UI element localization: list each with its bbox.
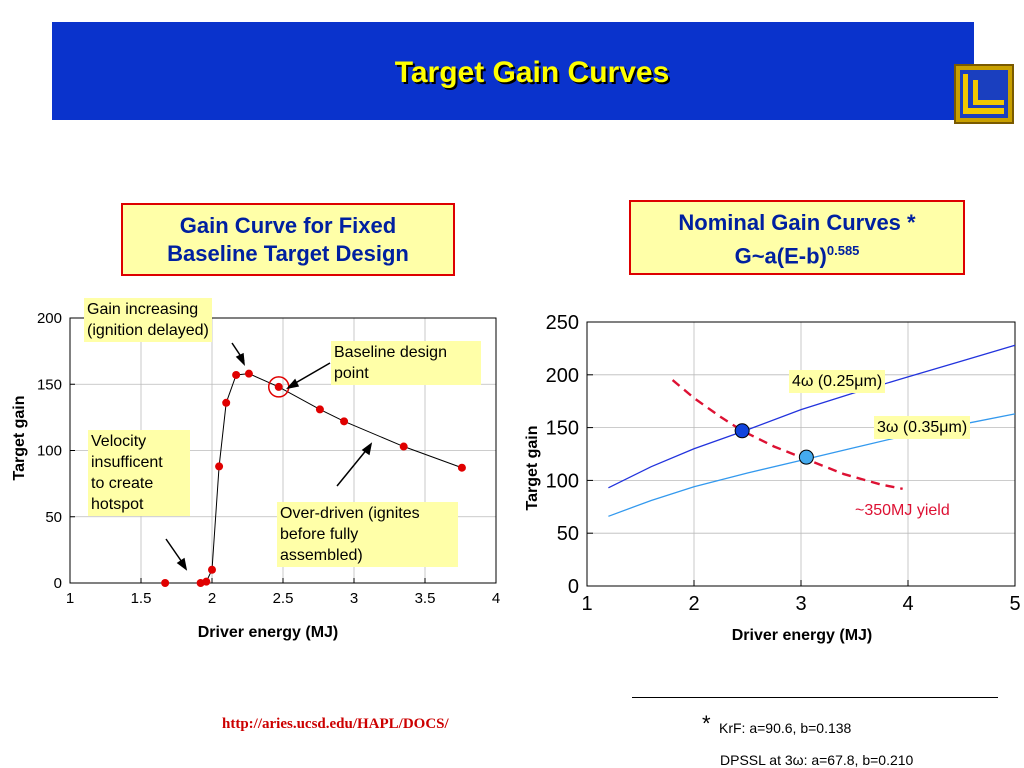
x-tick-label: 5 <box>1009 593 1020 615</box>
left-x-axis-label: Driver energy (MJ) <box>198 624 339 641</box>
x-tick-label: 2.5 <box>273 590 294 607</box>
x-tick-label: 1.5 <box>131 590 152 607</box>
gain-point <box>315 405 324 414</box>
note-line: Baseline design <box>334 344 447 361</box>
note-line: before fully <box>280 526 359 543</box>
y-tick-label: 0 <box>54 575 62 592</box>
llnl-logo-icon <box>954 64 1014 124</box>
krf-label: 4ω (0.25μm) <box>789 370 886 393</box>
krf-gain-line <box>608 344 1016 489</box>
left-caption-line2: Baseline Target Design <box>167 241 409 266</box>
note-line: assembled) <box>280 547 363 564</box>
x-tick-label: 3.5 <box>415 590 436 607</box>
x-tick-label: 2 <box>688 593 699 615</box>
right-caption-line2: G~a(E-b)0.585 <box>631 237 963 270</box>
x-tick-label: 1 <box>66 590 74 607</box>
gain-point <box>244 369 253 378</box>
y-tick-label: 150 <box>546 418 579 440</box>
gain-formula: G~a(E-b) <box>734 243 827 269</box>
footnote-star: * <box>702 711 711 736</box>
yield-350mj-line <box>671 379 903 491</box>
y-tick-label: 150 <box>37 376 62 393</box>
x-tick-label: 4 <box>492 590 500 607</box>
footnote-dpssl: DPSSL at 3ω: a=67.8, b=0.210 <box>720 752 914 768</box>
x-tick-label: 3 <box>795 593 806 615</box>
gain-point <box>161 579 170 587</box>
note-line: hotspot <box>91 496 144 513</box>
y-tick-label: 100 <box>37 443 62 460</box>
x-tick-label: 2 <box>208 590 216 607</box>
source-link[interactable]: http://aries.ucsd.edu/HAPL/DOCS/ <box>222 716 449 732</box>
overdriven-arrow <box>336 447 369 487</box>
gain-point <box>340 417 349 426</box>
note-line: Gain increasing <box>87 301 199 318</box>
y-tick-label: 200 <box>546 365 579 387</box>
note-line: point <box>334 365 369 382</box>
overdriven-note: Over-driven (ignites before fully assemb… <box>277 502 458 567</box>
gain-point <box>202 577 211 586</box>
x-tick-label: 3 <box>350 590 358 607</box>
left-caption-line1: Gain Curve for Fixed <box>179 213 397 238</box>
page-title: Target Gain Curves <box>394 56 670 89</box>
gain-point <box>232 370 241 379</box>
y-tick-label: 250 <box>546 312 579 334</box>
note-line: insufficent <box>91 454 163 471</box>
y-tick-label: 50 <box>557 523 579 545</box>
y-tick-label: 100 <box>546 470 579 492</box>
note-line: (ignition delayed) <box>87 322 209 339</box>
note-line: Velocity <box>91 433 147 450</box>
gain-increasing-note: Gain increasing (ignition delayed) <box>84 298 212 342</box>
baseline-design-note: Baseline design point <box>331 341 481 385</box>
y-tick-label: 50 <box>45 509 62 526</box>
baseline-arrow <box>291 362 331 386</box>
gain-point <box>457 463 466 472</box>
y-tick-label: 0 <box>568 576 579 598</box>
krf-design-marker <box>734 423 750 439</box>
right-caption-line1: Nominal Gain Curves * <box>678 210 916 235</box>
footnote-krf: KrF: a=90.6, b=0.138 <box>719 720 852 736</box>
right-caption: Nominal Gain Curves * G~a(E-b)0.585 <box>629 200 965 275</box>
y-tick-label: 200 <box>37 310 62 327</box>
gain-point <box>215 462 224 471</box>
left-caption: Gain Curve for Fixed Baseline Target Des… <box>121 203 455 276</box>
note-line: Over-driven (ignites <box>280 505 420 522</box>
note-line: to create <box>91 475 154 492</box>
gain-point <box>399 442 408 451</box>
dpssl-design-marker <box>798 449 814 465</box>
velocity-note: Velocity insufficent to create hotspot <box>88 430 190 516</box>
yield-label: ~350MJ yield <box>855 502 950 519</box>
right-y-axis-label: Target gain <box>524 425 541 510</box>
gain-point <box>274 382 283 391</box>
x-tick-label: 1 <box>581 593 592 615</box>
x-tick-label: 4 <box>902 593 913 615</box>
gain-point <box>222 398 231 407</box>
dpssl-label: 3ω (0.35μm) <box>874 416 971 439</box>
gain-formula-exponent: 0.585 <box>826 243 860 258</box>
left-y-axis-label: Target gain <box>11 395 28 480</box>
title-banner: Target Gain Curves <box>52 22 1014 124</box>
right-x-axis-label: Driver energy (MJ) <box>732 627 873 644</box>
footnote-divider <box>632 697 998 698</box>
gain-point <box>208 565 216 574</box>
